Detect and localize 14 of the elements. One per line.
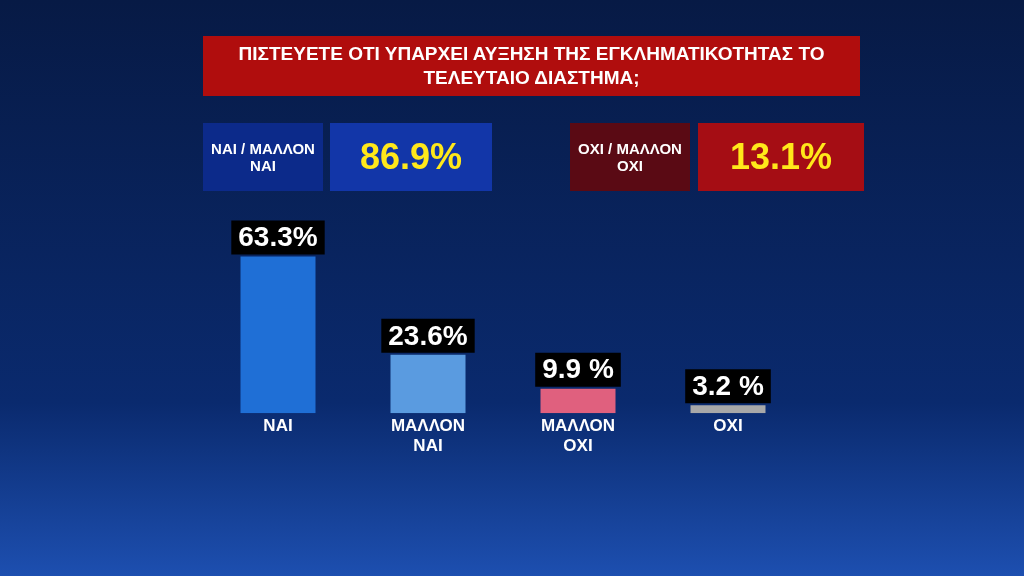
x-tick-label: ΜΑΛΛΟΝ ΝΑΙ [390, 416, 466, 456]
x-tick-label: ΜΑΛΛΟΝ ΟΧΙ [540, 416, 616, 456]
text: ΟΧΙ / ΜΑΛΛΟΝ ΟΧΙ [570, 123, 690, 191]
text: ΝΑΙ / ΜΑΛΛΟΝ ΝΑΙ [203, 123, 323, 191]
text: 86.9% [330, 123, 492, 191]
chart-title: ΠΙΣΤΕΥΕΤΕ ΟΤΙ ΥΠΑΡΧΕΙ ΑΥΞΗΣΗ ΤΗΣ ΕΓΚΛΗΜΑΤΙΚΟΤΗΤΑΣ ΤΟ ΤΕΛΕΥΤΑΙΟ ΔΙΑΣΤΗΜΑ; [203, 36, 860, 96]
x-tick-label: ΝΑΙ [263, 416, 293, 436]
data-label: 23.6% [388, 319, 468, 351]
text: 13.1% [698, 123, 864, 191]
data-label: 9.9 % [542, 353, 614, 385]
bar [690, 405, 766, 414]
x-tick-label: ΟΧΙ [713, 416, 743, 436]
data-label: 3.2 % [692, 370, 764, 401]
data-label: 63.3% [238, 221, 318, 253]
